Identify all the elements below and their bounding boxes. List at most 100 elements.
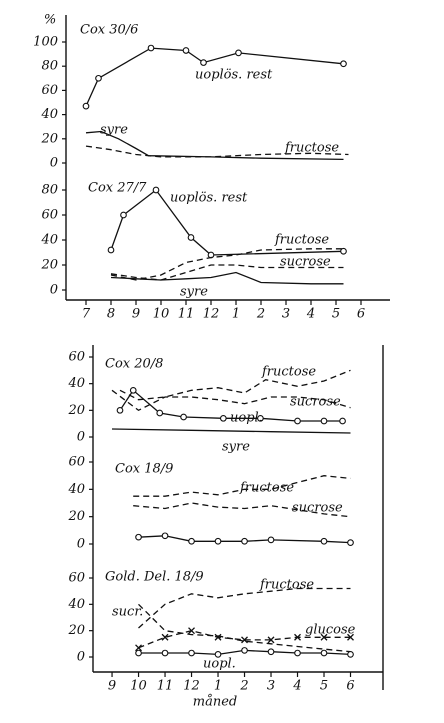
- series-label: fructose: [261, 365, 316, 380]
- x-tick-label: 9: [108, 679, 116, 694]
- point: [267, 648, 275, 656]
- point: [241, 647, 248, 654]
- point: [294, 633, 301, 641]
- point: [188, 537, 195, 545]
- y-tick-label: 40: [40, 107, 58, 122]
- series-label: uopl.: [230, 411, 263, 426]
- y-tick-label: 60: [68, 455, 85, 470]
- series-line: [138, 630, 351, 649]
- series-line: [110, 271, 344, 285]
- point: [182, 47, 190, 54]
- y-tick-label: 0: [77, 537, 85, 552]
- x-axis-label: måned: [193, 694, 237, 710]
- point: [320, 417, 328, 425]
- series-line: [85, 145, 349, 158]
- point: [188, 627, 195, 635]
- point: [129, 386, 137, 394]
- point: [161, 633, 169, 641]
- point: [347, 539, 354, 546]
- series-line: [85, 130, 344, 161]
- series-label: fructose: [259, 578, 314, 593]
- point: [152, 186, 160, 194]
- x-tick-label: 2: [239, 679, 248, 694]
- series-line: [138, 603, 351, 653]
- point: [219, 414, 227, 422]
- y-tick-label: 20: [67, 403, 85, 418]
- x-tick-label: 12: [203, 307, 220, 322]
- x-tick-label: 5: [332, 307, 340, 322]
- x-tick-label: 4: [292, 679, 301, 694]
- y-tick-label: 20: [40, 258, 58, 273]
- y-tick-label: 0: [77, 650, 85, 665]
- point: [320, 537, 328, 545]
- point: [156, 409, 164, 417]
- point: [294, 649, 301, 657]
- point: [340, 247, 347, 255]
- y-tick-label: 100: [33, 35, 58, 50]
- point: [340, 60, 347, 68]
- point: [267, 636, 275, 644]
- point: [320, 633, 328, 641]
- y-tick-label: 80: [41, 183, 58, 198]
- series-label: uoplös. rest: [195, 68, 273, 83]
- series-line: [119, 369, 351, 401]
- panel-title: Gold. Del. 18/9: [105, 570, 204, 585]
- x-tick-label: 3: [282, 307, 290, 322]
- series-label: fructose: [284, 141, 339, 156]
- y-tick-label: 60: [68, 571, 85, 586]
- x-tick-label: 8: [107, 307, 115, 322]
- point: [161, 532, 169, 540]
- x-tick-label: 11: [157, 679, 174, 694]
- series-label: uoplös. rest: [170, 191, 248, 206]
- series-label: syre: [180, 285, 208, 300]
- x-tick-label: 6: [357, 307, 365, 322]
- point: [188, 649, 195, 657]
- point: [107, 246, 115, 254]
- point: [257, 414, 264, 422]
- y-tick-label: 0: [50, 283, 58, 298]
- point: [241, 636, 248, 644]
- point: [82, 102, 90, 110]
- series-line: [133, 475, 351, 497]
- y-tick-label: 0: [50, 156, 58, 171]
- x-tick-label: 12: [183, 679, 200, 694]
- series-label: sucrose: [292, 501, 343, 516]
- y-tick-label: 80: [41, 59, 58, 74]
- point: [214, 651, 222, 658]
- panel-title: Cox 20/8: [105, 357, 163, 372]
- series-label: syre: [222, 440, 250, 455]
- y-tick-label: 40: [67, 376, 85, 391]
- x-tick-label: 10: [153, 307, 170, 322]
- panel-title: Cox 30/6: [80, 23, 138, 38]
- series-line: [133, 502, 351, 518]
- series-label: fructose: [239, 481, 294, 496]
- y-tick-label: 60: [41, 208, 58, 223]
- point: [135, 644, 143, 652]
- y-tick-label: 40: [67, 597, 85, 612]
- y-tick-label: 60: [41, 83, 58, 98]
- point: [347, 633, 354, 641]
- x-tick-label: 10: [130, 679, 147, 694]
- point: [339, 417, 346, 425]
- point: [147, 44, 155, 52]
- y-axis-label: %: [44, 13, 56, 28]
- series-line: [110, 264, 344, 281]
- series-label: sucrose: [280, 255, 331, 270]
- point: [214, 537, 222, 545]
- series-label: syre: [100, 123, 128, 138]
- x-tick-label: 1: [232, 307, 240, 322]
- point: [180, 413, 187, 421]
- series-label: sucrose: [290, 395, 341, 410]
- x-tick-label: 2: [256, 307, 265, 322]
- y-tick-label: 40: [40, 233, 58, 248]
- x-tick-label: 3: [267, 679, 275, 694]
- y-tick-label: 20: [67, 623, 85, 638]
- series-label: glucose: [305, 623, 356, 638]
- series-label: fructose: [274, 233, 329, 248]
- point: [267, 536, 275, 544]
- point: [347, 651, 354, 658]
- x-tick-label: 5: [320, 679, 328, 694]
- panel-title: Cox 18/9: [115, 462, 173, 477]
